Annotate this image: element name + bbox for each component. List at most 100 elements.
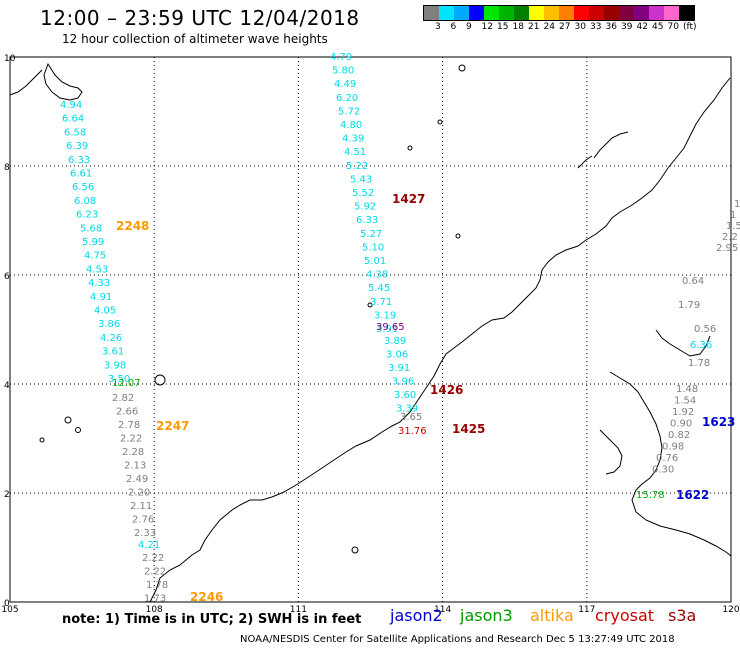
coast-vietnam-china: [541, 77, 731, 271]
swh-value: 3.86: [98, 319, 120, 330]
islet-9: [455, 233, 461, 239]
legend-swatch: [544, 6, 559, 20]
legend-swatch: [649, 6, 664, 20]
swh-value: 1.54: [674, 396, 696, 407]
coast-luzon-strait: [655, 329, 711, 357]
swh-value: 4.21: [138, 540, 160, 551]
swh-value: 1.78: [688, 358, 710, 369]
swh-value: 4.51: [344, 147, 366, 158]
swh-value: 2.66: [116, 407, 138, 418]
legend-label: 21: [528, 22, 540, 32]
swh-value: 6.33: [356, 215, 378, 226]
legend-swatch: [484, 6, 499, 20]
legend-label: 36: [605, 22, 617, 32]
swh-value: 15.78: [636, 490, 665, 501]
swh-value: 2.82: [112, 393, 134, 404]
legend-swatch: [574, 6, 589, 20]
satellite-name-cryosat: cryosat: [595, 606, 655, 625]
swh-value: 4.80: [340, 120, 362, 131]
legend-label: 6: [450, 22, 457, 32]
islet-4: [154, 374, 166, 386]
swh-value: 3.06: [386, 350, 408, 361]
swh-value: 5.43: [350, 174, 372, 185]
swh-value: 4.79: [330, 52, 352, 63]
swh-value: 5.10: [362, 242, 384, 253]
swh-value: 2.76: [132, 515, 154, 526]
swh-value: 3.19: [374, 310, 396, 321]
pass-time-label: 1622: [676, 488, 709, 502]
coast-borneo: [149, 269, 543, 603]
islet-2: [75, 427, 81, 433]
swh-value: 5.27: [360, 229, 382, 240]
swh-value: 1.78: [146, 580, 168, 591]
x-tick-label: 120: [722, 605, 739, 615]
swh-value: 5.52: [352, 188, 374, 199]
legend-label: 27: [559, 22, 571, 32]
swh-value: 0.90: [670, 419, 692, 430]
islet-1: [64, 416, 72, 424]
swh-value: 0.56: [694, 324, 716, 335]
legend-label: 42: [636, 22, 648, 32]
swh-value: 2.20: [128, 488, 150, 499]
swh-value: 3.91: [388, 363, 410, 374]
x-tick-label: 117: [578, 605, 595, 615]
satellite-name-s3a: s3a: [668, 606, 697, 625]
footer-note: note: 1) Time is in UTC; 2) SWH is in fe…: [62, 612, 362, 627]
legend-swatch: [529, 6, 544, 20]
swh-value: 4.75: [84, 251, 106, 262]
swh-value: 0.30: [652, 465, 674, 476]
swh-value: 3.89: [384, 336, 406, 347]
swh-value: 6.58: [64, 127, 86, 138]
swh-value: 3.39: [396, 404, 418, 415]
swh-value: 5.92: [354, 202, 376, 213]
swh-value: 3.60: [394, 390, 416, 401]
islet-6: [367, 302, 373, 308]
islet-5: [351, 546, 359, 554]
legend-label: 45: [652, 22, 664, 32]
swh-value: 1.5: [726, 221, 740, 232]
swh-value: 1.73: [144, 594, 166, 605]
swh-value: 2.2: [722, 232, 738, 243]
legend-swatch: [634, 6, 649, 20]
map-title: 12:00 – 23:59 UTC 12/04/2018: [40, 6, 360, 30]
y-tick-label: 10: [4, 54, 16, 64]
legend-swatch: [499, 6, 514, 20]
islet-3: [39, 437, 45, 443]
swh-value: 0.76: [656, 453, 678, 464]
x-tick-label: 105: [1, 605, 18, 615]
swh-value: 4.05: [94, 306, 116, 317]
swh-value: 2.22: [142, 553, 164, 564]
swh-value: 3.50: [108, 374, 130, 385]
swh-value: 12.07: [112, 378, 141, 389]
swh-value: 0.98: [662, 442, 684, 453]
swh-value: 4.33: [88, 278, 110, 289]
swh-value: 4.38: [366, 270, 388, 281]
swh-value: 1.79: [678, 300, 700, 311]
legend-label: 70: [667, 22, 679, 32]
swh-value: 2.95: [716, 243, 738, 254]
legend-swatch: [619, 6, 634, 20]
satellite-name-altika: altika: [530, 606, 574, 625]
pass-time-label: 2247: [156, 419, 189, 433]
legend-label: 12: [481, 22, 493, 32]
x-tick-label: 111: [290, 605, 307, 615]
swh-value: 6.39: [66, 141, 88, 152]
swh-value: 5.01: [364, 256, 386, 267]
legend-label: 18: [512, 22, 524, 32]
swh-value: 3.65: [400, 412, 422, 423]
swh-value: 6.56: [72, 182, 94, 193]
coast-sumatra-tip: [9, 69, 43, 96]
legend-swatch: [559, 6, 574, 20]
swh-value: 39.65: [376, 322, 405, 333]
swh-value: 3.71: [370, 297, 392, 308]
swh-value: 5.80: [332, 66, 354, 77]
legend-swatch: [454, 6, 469, 20]
swh-value: 5.99: [82, 237, 104, 248]
legend-swatch: [469, 6, 484, 20]
swh-value: 2.28: [122, 447, 144, 458]
legend-swatch: [589, 6, 604, 20]
swh-value: 6.20: [336, 93, 358, 104]
islet-7: [458, 64, 466, 72]
map-frame: [9, 56, 732, 603]
coast-island-nw: [43, 62, 83, 101]
